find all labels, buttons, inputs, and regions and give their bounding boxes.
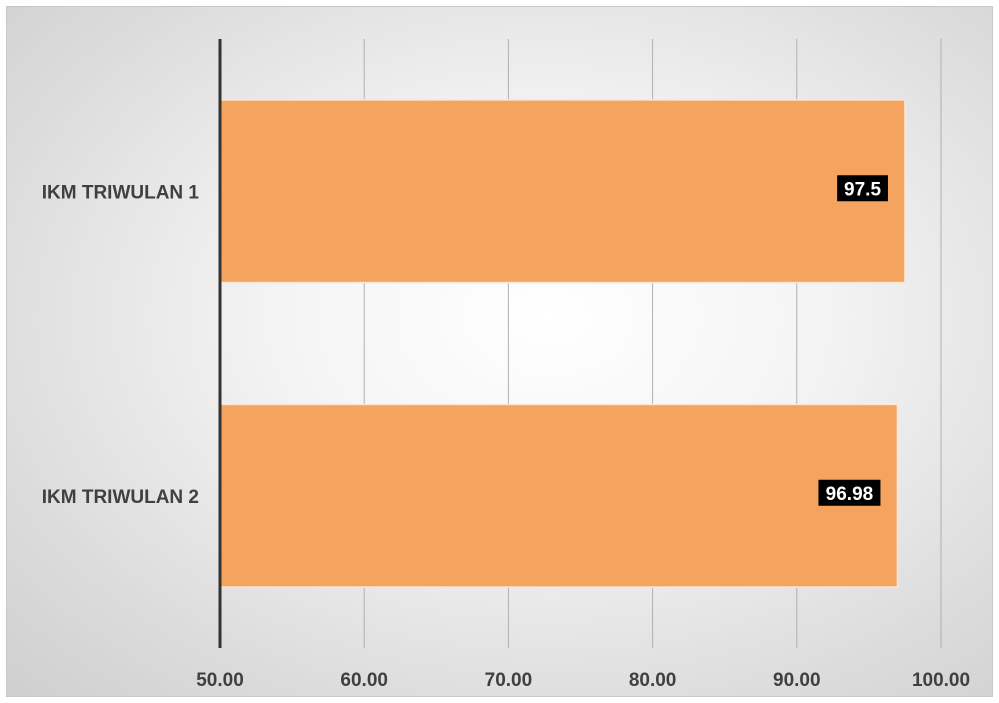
labels: 97.5 IKM TRIWULAN 1 96.98 IKM TRIWULAN 2 50.… xyxy=(42,175,970,691)
data-label: 97.5 xyxy=(844,179,881,200)
chart-frame: 97.5 IKM TRIWULAN 1 96.98 IKM TRIWULAN 2 50.… xyxy=(6,6,993,697)
bars xyxy=(219,99,906,588)
x-tick-label: 60.00 xyxy=(340,670,388,691)
data-label-background xyxy=(818,479,881,506)
x-tick-label: 70.00 xyxy=(485,670,533,691)
x-tick-label: 80.00 xyxy=(629,670,677,691)
x-tick-label: 100.00 xyxy=(912,670,970,691)
x-tick-label: 90.00 xyxy=(773,670,821,691)
bar xyxy=(219,99,906,284)
data-label: 96.98 xyxy=(826,484,874,505)
data-label-background xyxy=(837,175,888,202)
bar xyxy=(219,403,899,588)
category-label: IKM TRIWULAN 1 xyxy=(42,182,200,203)
x-tick-label: 50.00 xyxy=(196,670,244,691)
bar-chart: 97.5 IKM TRIWULAN 1 96.98 IKM TRIWULAN 2 50.… xyxy=(42,39,970,691)
category-label: IKM TRIWULAN 2 xyxy=(42,487,199,508)
